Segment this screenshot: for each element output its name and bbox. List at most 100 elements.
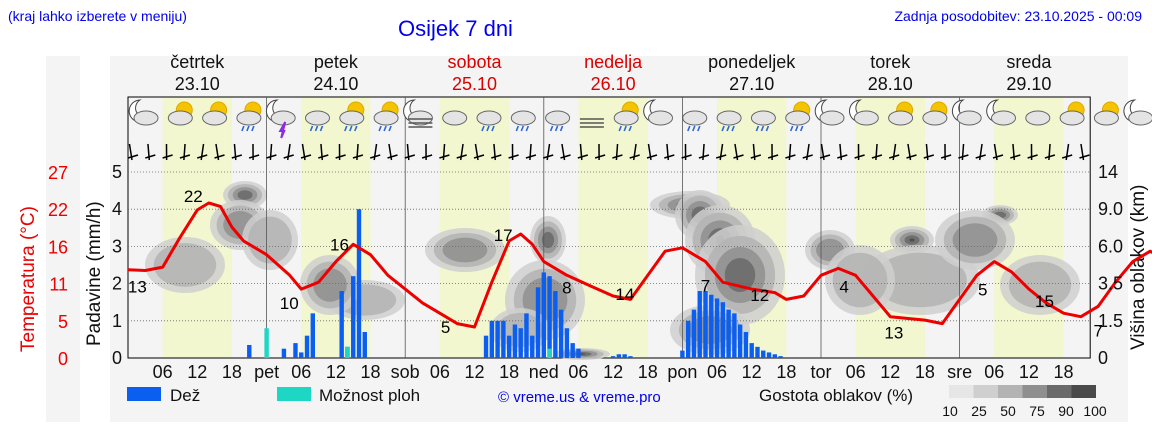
rain-bar <box>518 328 523 358</box>
wind-barb-flag <box>750 154 762 159</box>
wind-barb-icon <box>369 143 381 161</box>
wind-barb-flag <box>387 154 398 159</box>
daytime-bands <box>127 96 1091 359</box>
wind-barb-flag <box>612 154 623 159</box>
rain-drop <box>388 125 392 132</box>
temperature-data-label: 5 <box>441 318 450 337</box>
cloud-rain-icon <box>476 110 502 132</box>
temperature-data-label: 4 <box>839 277 848 296</box>
rain-drop <box>319 125 324 132</box>
cloud-rain-icon <box>305 110 330 132</box>
rain-drop <box>687 125 691 132</box>
wind-barb-flag <box>802 154 813 159</box>
time-tick: 06 <box>984 362 1004 382</box>
day-name: sreda <box>1006 52 1052 72</box>
rain-drop <box>481 125 485 132</box>
rain-drop <box>549 125 554 132</box>
cloud-shape <box>442 110 468 126</box>
precipitation-tick: 1 <box>112 311 122 331</box>
temperature-data-label: 13 <box>128 278 147 297</box>
moon-fog-icon <box>403 99 433 128</box>
rain-drop <box>246 125 250 132</box>
rain-drop <box>515 125 520 132</box>
precipitation-tick: 0 <box>112 348 122 368</box>
time-tick: 12 <box>742 362 762 382</box>
rain-bar <box>281 348 287 358</box>
rain-drop <box>755 125 760 132</box>
temperature-data-label: 13 <box>884 324 903 343</box>
rain-bar <box>755 346 760 358</box>
day-date: 24.10 <box>313 74 358 94</box>
cloud-density-blob <box>541 231 555 249</box>
wind-barb-icon <box>404 143 416 161</box>
temperature-data-label: 14 <box>615 285 634 304</box>
time-tick: 06 <box>430 362 450 382</box>
cloud-shape <box>819 110 845 126</box>
wind-barb-flag <box>231 154 243 159</box>
daytime-band <box>439 97 510 358</box>
wind-barb-icon <box>906 143 917 161</box>
rain-bar <box>691 309 697 358</box>
wind-barb-flag <box>248 154 260 159</box>
rain-bar <box>553 291 558 358</box>
sun-cloud-icon <box>167 101 193 126</box>
temperature-tick: 22 <box>48 200 68 220</box>
wind-barb-icon <box>802 143 813 161</box>
rain-bar <box>761 350 766 358</box>
time-tick: 18 <box>1054 362 1074 382</box>
rain-bar <box>362 331 367 358</box>
time-tick: 06 <box>291 362 311 382</box>
precipitation-tick: 2 <box>112 274 122 294</box>
cloud-rain-icon <box>682 110 708 132</box>
time-tick: sob <box>391 362 420 382</box>
wind-barb-flag <box>352 154 364 159</box>
wind-barb-flag <box>594 154 606 159</box>
rain-bar <box>622 354 627 358</box>
cloud-density-blob <box>442 237 488 263</box>
cloud-shape <box>407 110 433 126</box>
rain-drop <box>349 125 353 132</box>
sun-cloud-rain-icon <box>785 101 811 132</box>
time-tick: 18 <box>499 362 519 382</box>
time-tick: 06 <box>846 362 866 382</box>
wind-barb-icon <box>1061 143 1073 161</box>
day-name: nedelja <box>584 52 643 72</box>
sun-cloud-icon <box>922 101 948 126</box>
time-tick: 18 <box>361 362 381 382</box>
wind-barb-icon <box>318 143 329 161</box>
time-tick: sre <box>947 362 972 382</box>
wind-barb-flag <box>214 154 225 159</box>
rain-bar <box>703 291 708 358</box>
wind-barb-flag <box>127 154 139 159</box>
time-tick: 06 <box>153 362 173 382</box>
wind-barb-flag <box>318 154 329 159</box>
rain-bar <box>506 335 512 358</box>
wind-barb-flag <box>335 154 346 159</box>
density-swatch <box>1071 385 1096 398</box>
wind-barb-icon <box>335 143 346 161</box>
legend-rain-swatch <box>127 387 161 401</box>
rain-drop <box>314 125 319 132</box>
sun-cloud-rain-icon <box>236 101 262 132</box>
sun-cloud-icon <box>888 101 914 126</box>
cloud-density-blob <box>237 190 253 200</box>
wind-barb-icon <box>975 143 986 161</box>
rain-bar <box>351 276 356 358</box>
day-date: 28.10 <box>868 74 913 94</box>
rain-bar <box>495 320 500 358</box>
cloud-shape <box>682 110 708 126</box>
day-date: 25.10 <box>452 74 497 94</box>
density-tick: 50 <box>1000 403 1016 419</box>
chart-title: Osijek 7 dni <box>398 16 513 41</box>
temperature-data-label: 10 <box>280 294 299 313</box>
rain-drop <box>618 125 622 132</box>
sun-cloud-icon <box>202 101 228 126</box>
wind-barb-flag <box>1027 154 1038 159</box>
rain-drop <box>491 125 495 132</box>
wind-barb-icon <box>594 143 606 161</box>
weather-icon-strip <box>128 99 1152 139</box>
wind-barb-icon <box>888 143 900 161</box>
sun-cloud-rain-icon <box>339 101 365 132</box>
rain-bar <box>726 309 731 358</box>
rain-drop <box>383 125 387 132</box>
